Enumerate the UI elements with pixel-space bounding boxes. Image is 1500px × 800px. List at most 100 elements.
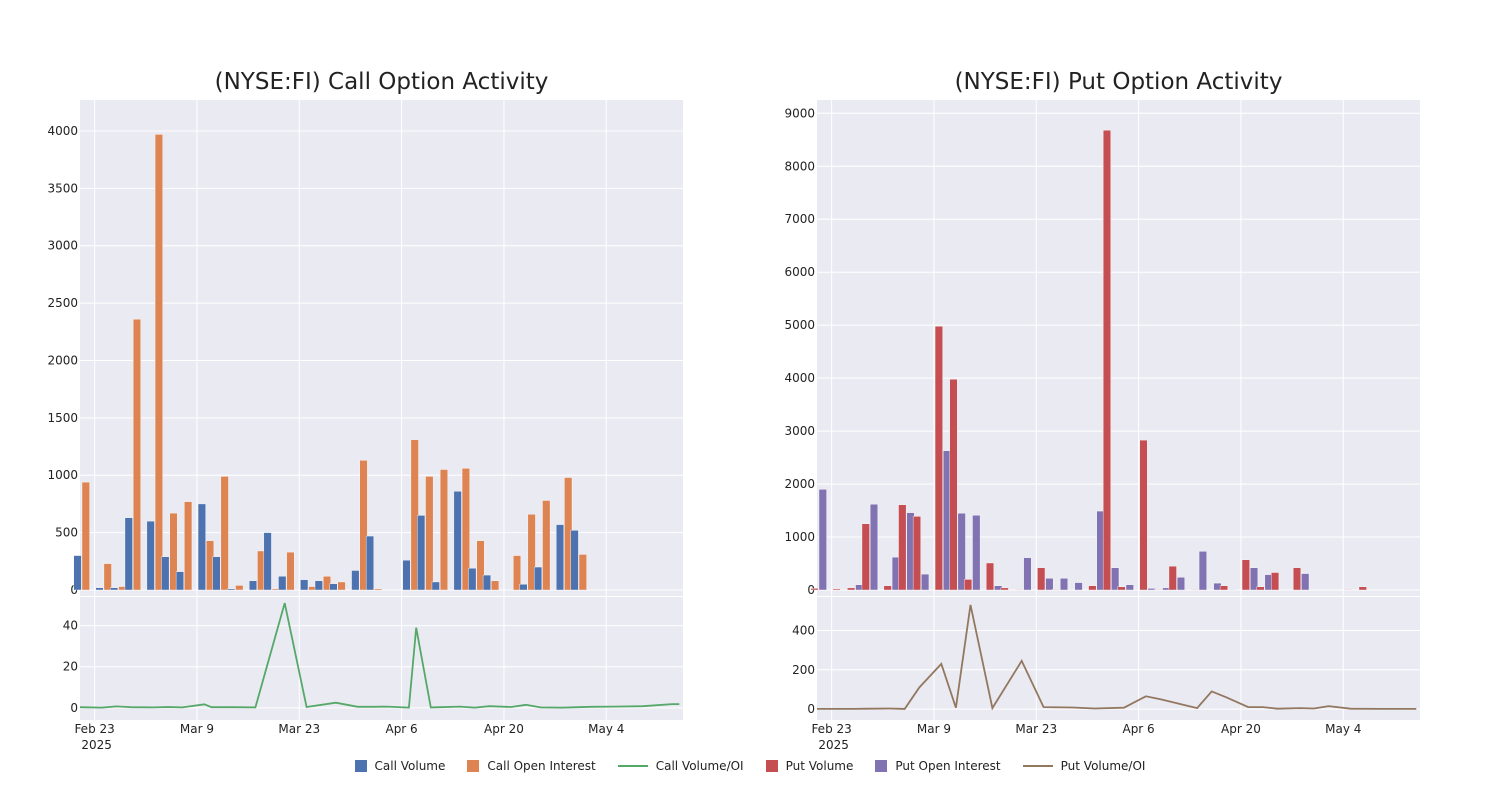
put-volume-bar — [1117, 586, 1126, 591]
ratio-y-tick-label: 40 — [63, 619, 78, 633]
y-tick-label: 2500 — [47, 296, 78, 310]
call-open-interest-bar — [461, 468, 470, 591]
call-volume-bar — [146, 520, 155, 591]
x-tick-label: Mar 23 — [1015, 722, 1057, 736]
call-volume-bar — [197, 503, 206, 591]
legend-swatch — [617, 765, 648, 767]
call-volume-bar — [556, 524, 565, 591]
x-tick-label: Mar 23 — [278, 722, 320, 736]
call-open-interest-bar — [425, 476, 434, 591]
x-tick-label: Apr 20 — [484, 722, 524, 736]
put-volume-bar — [861, 523, 870, 591]
call-open-interest-bar — [132, 318, 141, 591]
legend-item: Put Volume — [765, 759, 854, 773]
call-open-interest-bar — [359, 460, 368, 591]
call-volume-bar — [263, 532, 272, 591]
ratio-y-tick-label: 400 — [792, 623, 815, 637]
put-volume-bar — [898, 504, 907, 591]
call-volume-bar — [161, 556, 170, 591]
put-open-interest-bar — [869, 503, 878, 591]
put-open-interest-bar — [818, 489, 827, 591]
legend-swatch — [467, 760, 480, 772]
call-open-interest-bar — [476, 540, 485, 591]
y-tick-label: 2000 — [784, 477, 815, 491]
call-open-interest-bar — [578, 554, 587, 591]
put-volume-bar — [934, 326, 943, 591]
put-open-interest-bar — [1176, 577, 1185, 591]
x-tick-label: May 4 — [588, 722, 624, 736]
put-open-interest-bar — [1074, 582, 1083, 591]
put-volume-bar — [1292, 567, 1301, 591]
put-open-interest-bar — [1023, 557, 1032, 591]
bar-panel-background — [817, 100, 1420, 596]
legend-item: Put Open Interest — [875, 759, 1001, 773]
y-tick-label: 3500 — [47, 181, 78, 195]
put-volume-bar — [810, 588, 819, 591]
call-open-interest-bar — [513, 555, 522, 591]
put-open-interest-bar — [1125, 584, 1134, 591]
x-tick-label: 2025 — [81, 738, 112, 752]
call-volume-bar — [365, 535, 374, 591]
put-volume-bar — [1037, 567, 1046, 591]
call-open-interest-bar — [439, 469, 448, 591]
put-open-interest-bar — [921, 573, 930, 591]
call-volume-bar — [124, 517, 133, 591]
x-tick-label: Mar 9 — [180, 722, 214, 736]
legend-item: Call Open Interest — [467, 759, 596, 773]
y-tick-label: 6000 — [784, 265, 815, 279]
call-open-interest-bar — [491, 580, 500, 591]
call-open-interest-bar — [154, 134, 163, 591]
call-open-interest-bar — [542, 500, 551, 591]
put-open-interest-bar — [1250, 567, 1259, 591]
y-tick-label: 1500 — [47, 411, 78, 425]
put-open-interest-bar — [1111, 567, 1120, 591]
call-open-interest-bar — [103, 563, 112, 591]
put-volume-bar — [1015, 589, 1024, 591]
call-volume-bar — [570, 530, 579, 591]
legend-label: Put Volume/OI — [1060, 759, 1146, 773]
x-tick-label: Apr 6 — [385, 722, 417, 736]
x-tick-label: Feb 23 — [811, 722, 851, 736]
call-volume-bar — [73, 555, 82, 591]
call-open-interest-bar — [337, 581, 346, 591]
put-volume-bar — [964, 579, 973, 591]
y-tick-label: 8000 — [784, 159, 815, 173]
call-open-interest-bar — [323, 576, 332, 591]
legend-label: Call Open Interest — [487, 759, 596, 773]
put-open-interest-bar — [1301, 573, 1310, 591]
call-volume-bar — [278, 576, 287, 591]
ratio-panel-background — [817, 597, 1420, 720]
legend-label: Call Volume — [374, 759, 446, 773]
y-tick-label: 1000 — [784, 530, 815, 544]
call-volume-bar — [314, 580, 323, 591]
x-tick-label: Mar 9 — [917, 722, 951, 736]
call-volume-bar — [227, 588, 236, 591]
legend-label: Put Volume — [785, 759, 854, 773]
legend-item: Call Volume — [354, 759, 446, 773]
call-open-interest-bar — [527, 514, 536, 591]
put-volume-bar — [883, 585, 892, 591]
put-volume-bar — [1088, 585, 1097, 591]
call-open-interest-bar — [169, 512, 178, 591]
call-open-interest-bar — [220, 476, 229, 591]
put-volume-bar — [986, 562, 995, 591]
put-volume-bar — [1168, 565, 1177, 591]
y-tick-label: 3000 — [784, 424, 815, 438]
put-open-interest-bar — [1059, 578, 1068, 591]
call-open-interest-bar — [81, 481, 90, 591]
legend-label: Put Open Interest — [895, 759, 1001, 773]
call-volume-bar — [175, 571, 184, 591]
put-open-interest-bar — [957, 512, 966, 591]
ratio-y-tick-label: 0 — [70, 701, 78, 715]
y-tick-label: 4000 — [784, 371, 815, 385]
ratio-y-tick-label: 20 — [63, 660, 78, 674]
legend-label: Call Volume/OI — [655, 759, 744, 773]
put-open-interest-bar — [972, 515, 981, 591]
ratio-y-tick-label: 0 — [807, 702, 815, 716]
put-chart-title: (NYSE:FI) Put Option Activity — [954, 69, 1283, 95]
call-chart: 0500100015002000250030003500400002040Feb… — [47, 100, 683, 752]
legend-item: Put Volume/OI — [1022, 759, 1146, 773]
legend-swatch — [1022, 765, 1053, 767]
y-tick-label: 5000 — [784, 318, 815, 332]
